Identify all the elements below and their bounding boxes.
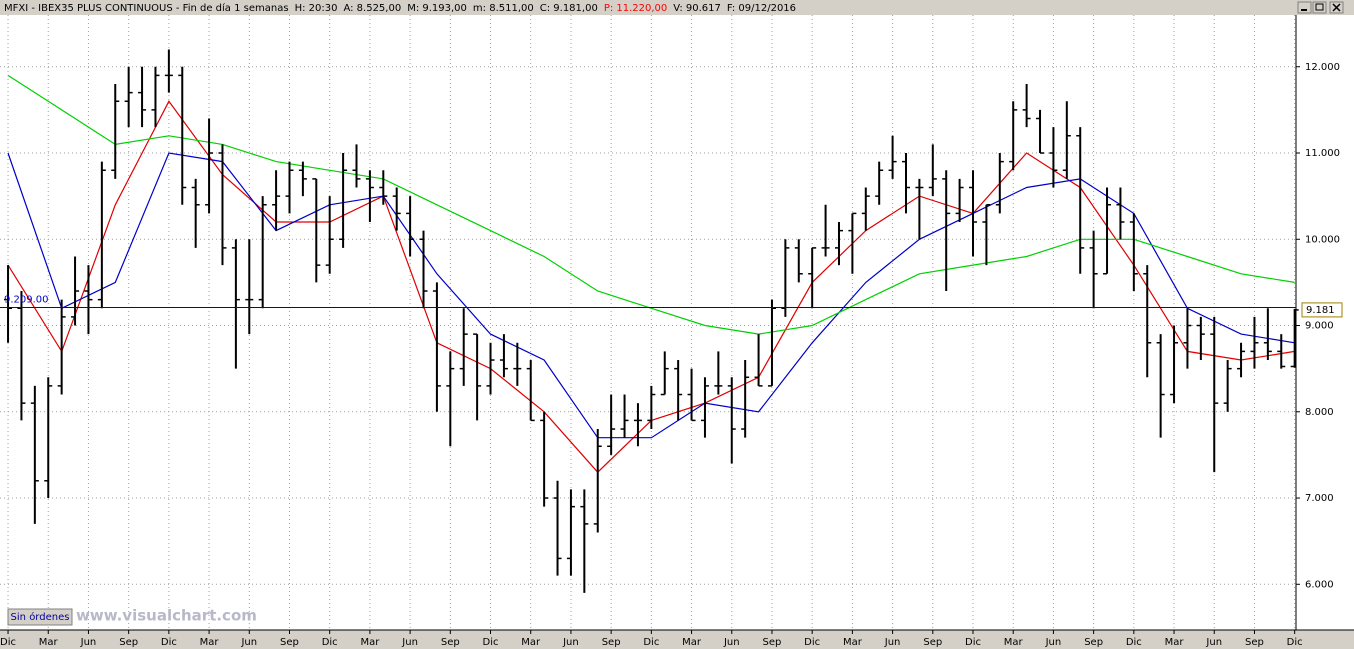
x-tick-label: Mar [1004,637,1024,648]
x-tick-label: Dic [1287,637,1303,648]
x-tick-label: Jun [723,637,740,648]
button[interactable] [7,608,73,626]
x-tick-label: Jun [1045,637,1062,648]
x-tick-label: Jun [240,637,257,648]
header-field: V: 90.617 [673,3,721,14]
header-text: MFXI - IBEX35 PLUS CONTINUOUS - Fin de d… [4,2,796,14]
header-field: M: 9.193,00 [407,3,467,14]
header-field: A: 8.525,00 [343,3,401,14]
header-field: P: 11.220,00 [604,3,667,14]
x-tick-label: Sep [763,637,782,648]
header-bar [0,0,1354,15]
header-field: C: 9.181,00 [540,3,598,14]
y-tick-label: 8.000 [1305,407,1334,418]
maximize[interactable] [1312,1,1327,14]
watermark: www.visualchart.com [76,607,257,625]
x-tick-label: Sep [602,637,621,648]
minimize[interactable] [1297,1,1312,14]
x-tick-label: Sep [119,637,138,648]
reference-label: 9.209.00 [4,294,49,305]
window-buttons[interactable] [1297,1,1344,14]
header-field: m: 8.511,00 [473,3,534,14]
y-tick-label: 11.000 [1305,148,1340,159]
y-tick-label: 9.000 [1305,321,1334,332]
plot: 6.000 7.000 8.000 9.000 10.000 11.000 12.000 Di… [0,15,1343,648]
x-tick-label: Mar [360,637,380,648]
x-tick-label: Sep [1245,637,1264,648]
x-tick-label: Mar [682,637,702,648]
x-tick-label: Dic [804,637,820,648]
header-field: H: 20:30 [295,3,338,14]
x-tick-label: Sep [280,637,299,648]
x-tick-label: Dic [1126,637,1142,648]
x-tick-label: Sep [441,637,460,648]
x-tick-label: Dic [161,637,177,648]
x-tick-label: Mar [200,637,220,648]
close-icon [1332,3,1341,12]
price-axis [1296,15,1354,630]
y-tick-label: 12.000 [1305,62,1340,73]
y-tick-label: 10.000 [1305,234,1340,245]
header-field: F: 09/12/2016 [727,3,796,14]
x-tick-label: Dic [965,637,981,648]
header-title: MFXI - IBEX35 PLUS CONTINUOUS - Fin de d… [4,2,289,14]
x-tick-label: Jun [80,637,97,648]
x-tick-label: Sep [1084,637,1103,648]
x-tick-label: Mar [39,637,59,648]
plot-area [0,15,1296,630]
button-label[interactable]: Sin órdenes [11,611,70,623]
x-tick-label: Dic [322,637,338,648]
x-tick-label: Jun [884,637,901,648]
last-price-label: 9.181 [1306,305,1335,316]
x-tick-label: Mar [521,637,541,648]
y-tick-label: 6.000 [1305,579,1334,590]
x-tick-label: Sep [923,637,942,648]
x-tick-label: Jun [1205,637,1222,648]
x-tick-label: Dic [0,637,16,648]
x-tick-label: Jun [562,637,579,648]
x-tick-label: Dic [643,637,659,648]
x-tick-label: Dic [483,637,499,648]
x-tick-label: Mar [1165,637,1185,648]
y-tick-label: 7.000 [1305,493,1334,504]
x-tick-label: Mar [843,637,863,648]
maximize-icon [1315,3,1324,11]
last-price-box [1301,302,1343,318]
x-tick-label: Jun [401,637,418,648]
